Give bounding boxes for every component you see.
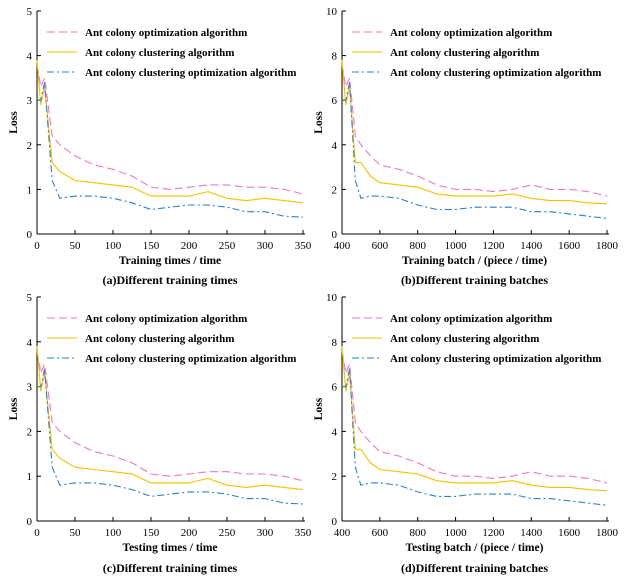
x-tick-label-d: 1400: [520, 527, 543, 539]
x-tick-label-a: 150: [143, 240, 160, 252]
x-tick-label-b: 1200: [482, 240, 505, 252]
y-tick-label-c: 3: [27, 382, 33, 394]
y-tick-label-c: 1: [27, 471, 33, 483]
panel-caption-a: (a)Different training times: [102, 273, 237, 287]
y-axis-title-c: Loss: [8, 397, 20, 420]
legend-label-b-3: Ant colony clustering optimization algor…: [390, 67, 601, 79]
x-tick-label-b: 600: [372, 240, 389, 252]
y-tick-label-a: 3: [27, 95, 33, 107]
x-tick-label-b: 800: [409, 240, 426, 252]
x-tick-label-c: 100: [105, 527, 122, 539]
x-tick-label-b: 400: [334, 240, 351, 252]
y-tick-label-a: 5: [27, 6, 33, 18]
legend-label-b-1: Ant colony optimization algorithm: [390, 27, 552, 39]
x-tick-label-c: 300: [257, 527, 274, 539]
series-line-c-2: [36, 346, 304, 491]
x-tick-label-a: 200: [181, 240, 198, 252]
y-tick-label-a: 2: [27, 140, 33, 152]
x-tick-label-b: 1000: [445, 240, 468, 252]
y-tick-label-b: 0: [332, 229, 338, 241]
y-tick-label-b: 10: [326, 6, 338, 18]
legend-label-b-2: Ant colony clustering algorithm: [390, 47, 539, 59]
series-line-b-2: [341, 60, 608, 205]
y-tick-label-d: 10: [326, 292, 338, 304]
panel-b: 0 2 4 6 8 10 400 600 800 1000 1200 1400 1600 1800 Trai…: [313, 6, 619, 287]
x-tick-label-a: 100: [105, 240, 122, 252]
panel-caption-b: (b)Different training batches: [401, 273, 548, 287]
y-tick-label-c: 4: [27, 337, 33, 349]
x-tick-label-c: 250: [219, 527, 236, 539]
y-tick-label-b: 4: [332, 140, 338, 152]
x-tick-label-a: 0: [34, 240, 40, 252]
x-tick-label-c: 50: [70, 527, 82, 539]
series-line-a-1: [36, 64, 304, 195]
legend-label-c-3: Ant colony clustering optimization algor…: [85, 353, 296, 365]
x-tick-label-d: 1000: [445, 527, 468, 539]
legend-label-d-1: Ant colony optimization algorithm: [390, 313, 552, 325]
x-tick-label-d: 1800: [596, 527, 619, 539]
series-line-b-1: [341, 64, 608, 197]
x-tick-label-a: 350: [295, 240, 312, 252]
legend-label-c-2: Ant colony clustering algorithm: [85, 333, 234, 345]
x-tick-label-d: 1200: [482, 527, 505, 539]
x-axis-title-a: Training times / time: [119, 255, 221, 267]
legend-label-a-2: Ant colony clustering algorithm: [85, 47, 234, 59]
y-tick-label-d: 4: [332, 426, 338, 438]
x-tick-label-b: 1400: [520, 240, 543, 252]
x-tick-label-b: 1800: [596, 240, 619, 252]
legend-label-c-1: Ant colony optimization algorithm: [85, 313, 247, 325]
x-tick-label-d: 400: [334, 527, 351, 539]
x-axis-title-c: Testing times / time: [122, 542, 217, 554]
series-line-a-2: [36, 60, 304, 204]
x-tick-label-c: 150: [143, 527, 160, 539]
series-line-d-1: [341, 350, 608, 484]
series-line-c-3: [37, 368, 304, 505]
y-tick-label-b: 6: [332, 95, 338, 107]
y-tick-label-d: 6: [332, 382, 338, 394]
legend-label-a-3: Ant colony clustering optimization algor…: [85, 67, 296, 79]
legend-label-a-1: Ant colony optimization algorithm: [85, 27, 247, 39]
y-tick-label-c: 0: [27, 516, 33, 528]
series-line-c-1: [36, 350, 304, 482]
y-tick-label-d: 8: [332, 337, 338, 349]
x-tick-label-c: 200: [181, 527, 198, 539]
y-tick-label-a: 4: [27, 51, 33, 63]
series-line-b-3: [342, 81, 608, 219]
y-tick-label-c: 2: [27, 426, 33, 438]
x-tick-label-d: 1600: [558, 527, 581, 539]
x-tick-label-a: 50: [70, 240, 82, 252]
y-axis-title-b: Loss: [313, 111, 325, 134]
x-tick-label-c: 0: [34, 527, 40, 539]
x-tick-label-b: 1600: [558, 240, 581, 252]
legend-label-d-2: Ant colony clustering algorithm: [390, 333, 539, 345]
legend-label-d-3: Ant colony clustering optimization algor…: [390, 353, 601, 365]
series-line-d-2: [341, 346, 608, 492]
series-line-a-3: [37, 81, 304, 218]
panel-caption-c: (c)Different training times: [103, 561, 238, 575]
y-tick-label-a: 1: [27, 184, 33, 196]
x-tick-label-a: 300: [257, 240, 274, 252]
x-axis-title-b: Training batch / (piece / time): [402, 255, 547, 267]
x-tick-label-d: 600: [372, 527, 389, 539]
series-line-d-3: [342, 368, 608, 506]
panel-d: 0 2 4 6 8 10 400 600 800 1000 1200 1400 1600 1800 Test…: [313, 292, 619, 575]
x-tick-label-d: 800: [409, 527, 426, 539]
y-axis-title-d: Loss: [313, 397, 325, 420]
y-tick-label-b: 2: [332, 184, 338, 196]
x-axis-title-d: Testing batch / (piece / time): [406, 542, 544, 554]
y-tick-label-b: 8: [332, 51, 338, 63]
x-tick-label-c: 350: [295, 527, 312, 539]
panel-caption-d: (d)Different training batches: [401, 561, 548, 575]
x-tick-label-a: 250: [219, 240, 236, 252]
y-tick-label-d: 2: [332, 471, 338, 483]
y-tick-label-c: 5: [27, 292, 33, 304]
y-tick-label-d: 0: [332, 516, 338, 528]
y-tick-label-a: 0: [27, 229, 33, 241]
y-axis-title-a: Loss: [8, 111, 20, 134]
